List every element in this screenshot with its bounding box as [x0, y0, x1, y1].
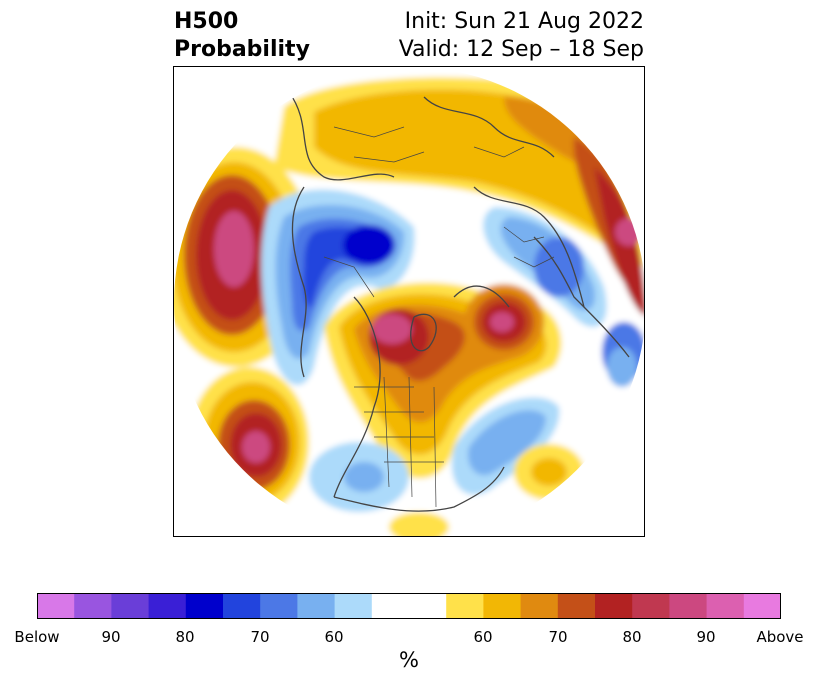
- colorbar-segment: [669, 593, 708, 619]
- colorbar-unit: %: [399, 648, 419, 672]
- colorbar-svg: [37, 593, 781, 619]
- colorbar-tick-below-70: 70: [250, 628, 270, 646]
- colorbar-segment: [334, 593, 373, 619]
- colorbar-tick-below: Below: [14, 628, 60, 646]
- colorbar-segment: [148, 593, 187, 619]
- colorbar-outline: [37, 593, 781, 619]
- anomaly-atlantic-cold: [451, 397, 560, 495]
- colorbar-segment: [297, 593, 336, 619]
- colorbar: [37, 593, 781, 619]
- anomaly-atlantic-warm: [514, 444, 584, 500]
- colorbar-tick-below-60: 60: [324, 628, 344, 646]
- colorbar-segment: [446, 593, 484, 619]
- colorbar-segment: [483, 593, 522, 619]
- colorbar-segment: [520, 593, 559, 619]
- political-borders: [323, 126, 555, 508]
- anomaly-us-cold: [309, 442, 409, 512]
- coastlines: [288, 91, 635, 512]
- colorbar-segment: [632, 593, 670, 619]
- anomaly-pacific-south-warm: [189, 367, 309, 517]
- colorbar-tick-below-90: 90: [101, 628, 121, 646]
- colorbar-segment: [185, 593, 224, 619]
- colorbar-tick-above-90: 90: [696, 628, 716, 646]
- probability-map: [173, 66, 645, 537]
- polar-map-svg: [174, 67, 644, 536]
- anomaly-alaska-cold: [261, 189, 415, 386]
- colorbar-tick-above-60: 60: [473, 628, 493, 646]
- colorbar-segment: [743, 593, 781, 619]
- anomaly-gulf-warm: [389, 512, 449, 536]
- colorbar-tick-above-80: 80: [622, 628, 642, 646]
- colorbar-segment: [260, 593, 298, 619]
- map-title: H500 Probability: [174, 8, 310, 64]
- colorbar-segment: [595, 593, 633, 619]
- colorbar-segment: [557, 593, 596, 619]
- anomaly-canada-warm: [324, 282, 562, 479]
- colorbar-segment: [371, 593, 447, 619]
- forecast-dates: Init: Sun 21 Aug 2022 Valid: 12 Sep – 18…: [399, 8, 644, 64]
- init-date: Init: Sun 21 Aug 2022: [404, 9, 644, 34]
- colorbar-tick-below-80: 80: [175, 628, 195, 646]
- colorbar-segment: [74, 593, 112, 619]
- anomaly-arctic-warm: [274, 77, 644, 317]
- title-variable: H500: [174, 9, 239, 34]
- valid-period: Valid: 12 Sep – 18 Sep: [398, 37, 644, 62]
- colorbar-segment: [111, 593, 150, 619]
- colorbar-tick-above-70: 70: [548, 628, 568, 646]
- colorbar-segment: [37, 593, 75, 619]
- colorbar-tick-above: Above: [756, 628, 804, 646]
- colorbar-segment: [706, 593, 745, 619]
- title-product: Probability: [174, 37, 310, 62]
- colorbar-segment: [223, 593, 261, 619]
